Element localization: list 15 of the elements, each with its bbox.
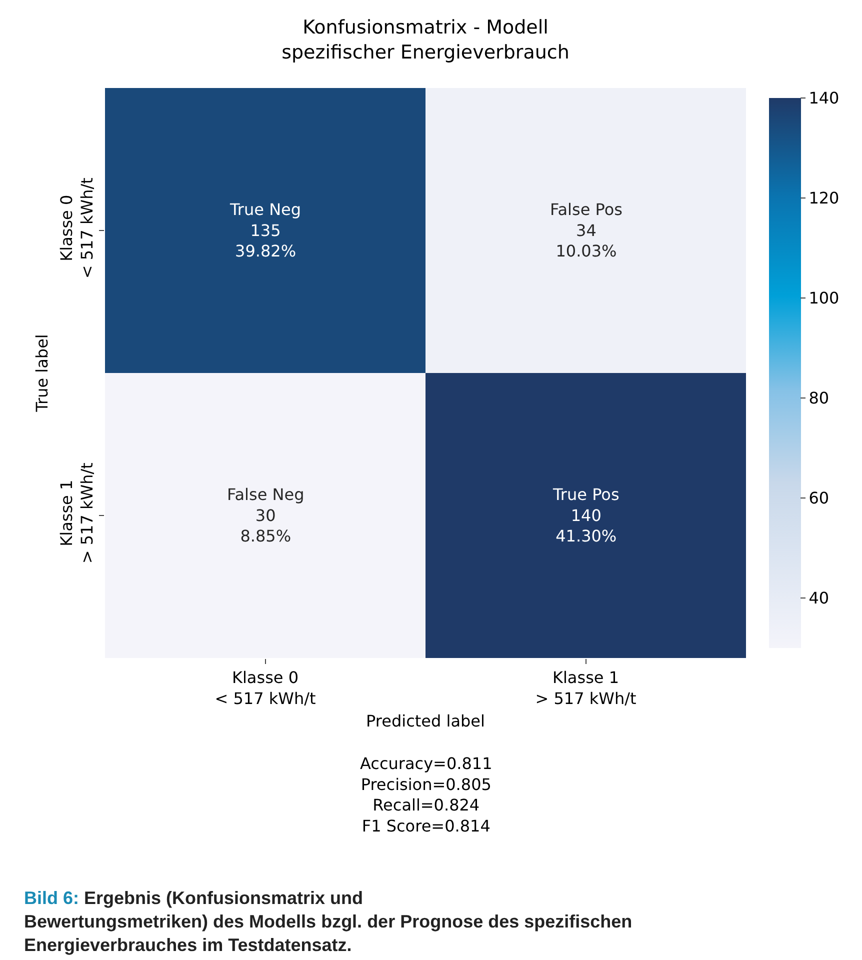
x-axis-title: Predicted label [366, 712, 485, 731]
color-bar-label: 140 [808, 88, 840, 108]
color-bar-label: 80 [808, 388, 830, 408]
color-bar-label: 60 [808, 488, 830, 508]
color-bar-label: 120 [808, 188, 840, 208]
data-label: True Neg 135 39.82% [229, 200, 302, 261]
y-axis-title: True label [32, 334, 52, 413]
text: Accuracy=0.811 Precision=0.805 Recall=0.824 F1 Score=0.814 [360, 754, 492, 836]
color-bar-label: 40 [808, 588, 830, 608]
data-label: True Pos 140 41.30% [552, 485, 620, 546]
data-label: False Pos 34 10.03% [550, 200, 622, 261]
color-bar-label: 100 [808, 288, 840, 308]
text: Bild 6: Ergebnis (Konfusionsmatrix und Bewertungsmetriken) des Modells bzgl. der Prognose des spezifischen Energieverbrauches im Testdatensatz. [24, 888, 632, 955]
chart-title: Konfusionsmatrix - Modell spezifischer Energieverbrauch [282, 16, 570, 64]
data-label: False Neg 30 8.85% [227, 485, 304, 546]
